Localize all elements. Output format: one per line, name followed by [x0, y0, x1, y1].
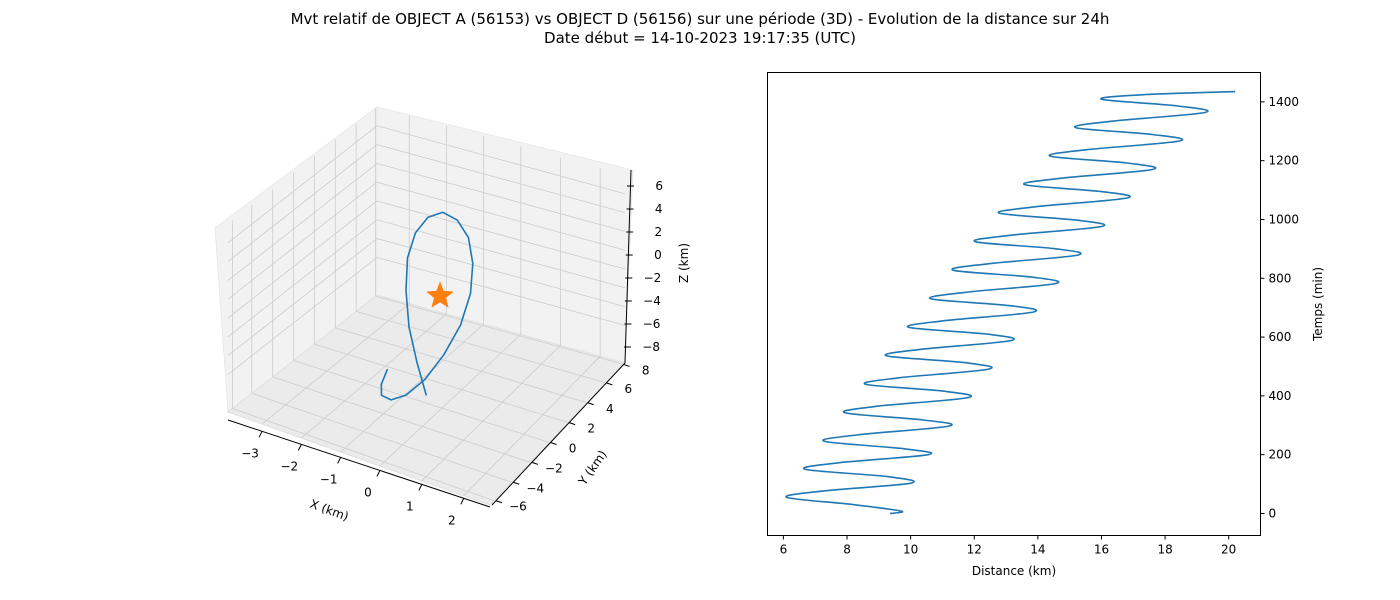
grid-line-z	[227, 125, 626, 244]
z-axis-label-3d: Z (km)	[677, 243, 691, 283]
y-tick-3d	[550, 442, 557, 445]
z-tick-label-3d: 6	[655, 179, 663, 193]
x-tick-label-2d: 12	[967, 543, 982, 557]
y-tick-label-3d: 0	[569, 442, 577, 456]
y-tick-label-2d: 1400	[1269, 95, 1300, 109]
grid-line-z	[227, 238, 626, 356]
y-tick-label-2d: 200	[1269, 448, 1292, 462]
y-tick-label-3d: −2	[545, 461, 563, 475]
grid-line-y-floor	[272, 376, 531, 463]
x-tick-label-2d: 8	[843, 543, 851, 557]
y-tick-3d	[568, 422, 576, 426]
grid-line-x-floor	[379, 334, 522, 467]
grid-line-z	[227, 144, 626, 262]
grid-line-z	[227, 162, 626, 281]
y-tick-3d	[587, 402, 594, 406]
y-tick-label-2d: 0	[1269, 506, 1277, 520]
grid-line-x-floor	[301, 313, 447, 439]
x-tick-3d	[376, 470, 381, 477]
grid-line-x-floor	[340, 323, 484, 453]
y-tick-label-3d: 8	[642, 363, 650, 377]
grid-line-z	[227, 200, 626, 319]
x-tick-label-2d: 6	[780, 543, 788, 557]
grid-line-y-floor	[251, 392, 512, 483]
y-tick-label-3d: 4	[606, 402, 614, 416]
x-tick-label-3d: −2	[281, 459, 299, 473]
grid-line-y-floor	[314, 343, 569, 424]
y-axis-label-2d: Temps (min)	[1311, 267, 1325, 342]
y-tick-3d	[513, 481, 520, 485]
x-tick-3d	[337, 457, 342, 464]
origin-star-marker	[426, 281, 454, 308]
grid-line-y-floor	[232, 408, 495, 502]
x-tick-3d	[460, 498, 465, 505]
grid-line-y-floor	[375, 295, 624, 365]
y-axis-line-3d	[491, 362, 626, 506]
plot-2d-frame	[767, 72, 1261, 536]
x-axis-label-2d: Distance (km)	[972, 564, 1056, 578]
x-tick-label-2d: 10	[903, 543, 918, 557]
z-tick-label-3d: 2	[655, 225, 663, 239]
figure-title: Mvt relatif de OBJECT A (56153) vs OBJEC…	[0, 10, 1400, 48]
x-tick-label-3d: −3	[241, 446, 259, 460]
y-tick-label-2d: 1000	[1269, 212, 1300, 226]
x-tick-label-3d: 0	[364, 485, 372, 499]
y-axis-label-3d: Y (km)	[575, 448, 610, 489]
z-tick-label-3d: −2	[644, 271, 662, 285]
x-tick-label-2d: 20	[1221, 543, 1236, 557]
x-tick-3d	[258, 431, 263, 438]
trajectory-3d	[380, 211, 474, 401]
z-tick-label-3d: −6	[643, 317, 661, 331]
figure-title-line-2: Date début = 14-10-2023 19:17:35 (UTC)	[544, 29, 856, 47]
z-tick-label-3d: −4	[643, 294, 661, 308]
y-tick-3d	[606, 382, 613, 386]
grid-3d	[227, 108, 626, 502]
y-tick-3d	[495, 500, 503, 504]
y-tick-label-2d: 1200	[1269, 154, 1300, 168]
z-tick-label-3d: −8	[642, 340, 660, 354]
plot-2d-distance-time: 6 8 10 12 14 16 18 20 0 200 400 600 800 1000 1200 1400…	[767, 72, 1325, 578]
grid-line-x-floor	[261, 303, 410, 425]
y-tick-label-2d: 600	[1269, 330, 1292, 344]
trajectory-3d-line	[380, 211, 474, 401]
grid-line-x-floor	[463, 355, 601, 496]
y-tick-label-2d: 400	[1269, 389, 1292, 403]
y-tick-3d	[623, 363, 630, 367]
x-axis-line-3d	[227, 419, 491, 508]
x-tick-label-3d: −1	[320, 472, 338, 486]
grid-line-z	[227, 219, 626, 338]
x-tick-label-2d: 16	[1094, 543, 1109, 557]
x-tick-label-2d: 18	[1157, 543, 1172, 557]
y-tick-3d	[531, 461, 539, 465]
grid-line-y-floor	[335, 327, 588, 404]
grid-line-z	[227, 256, 626, 375]
y-tick-label-2d: 800	[1269, 271, 1292, 285]
x-tick-3d	[297, 444, 302, 451]
origin-marker-group	[426, 281, 454, 308]
distance-series-2d	[785, 90, 1236, 515]
x-axis-label-3d: X (km)	[308, 497, 350, 524]
z-axis-line-3d	[624, 169, 632, 364]
x-tick-label-3d: 1	[406, 499, 414, 513]
y-ticks-2d: 0 200 400 600 800 1000 1200 1400	[1260, 95, 1300, 520]
x-ticks-2d: 6 8 10 12 14 16 18 20	[780, 535, 1236, 557]
y-tick-label-3d: −6	[509, 500, 527, 514]
y-tick-label-3d: 6	[625, 382, 633, 396]
y-tick-label-3d: 2	[587, 422, 595, 436]
figure-title-line-1: Mvt relatif de OBJECT A (56153) vs OBJEC…	[290, 10, 1110, 28]
z-tick-label-3d: 4	[655, 202, 663, 216]
distance-time-line	[785, 90, 1236, 515]
grid-line-z	[227, 181, 626, 300]
grid-line-y-floor	[293, 360, 550, 443]
grid-line-x-floor	[421, 345, 561, 482]
y-tick-label-3d: −4	[526, 481, 544, 495]
x-tick-3d	[418, 484, 423, 491]
x-tick-label-2d: 14	[1030, 543, 1045, 557]
z-tick-label-3d: 0	[654, 248, 662, 262]
x-tick-label-3d: 2	[448, 513, 456, 527]
grid-line-y-floor	[356, 310, 607, 384]
